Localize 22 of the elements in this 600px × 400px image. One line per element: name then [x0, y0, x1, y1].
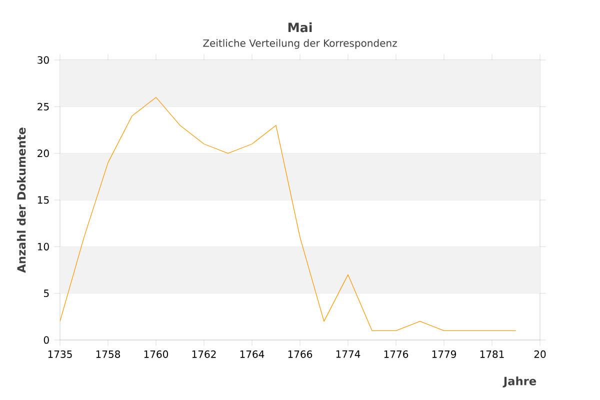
y-tick-label: 20: [38, 150, 49, 158]
y-tick-label: 0: [44, 336, 49, 344]
y-tick-label: 30: [38, 56, 49, 64]
x-tick-label: 1762: [192, 350, 216, 358]
x-tick-label: 20: [534, 350, 546, 358]
y-tick-label: 15: [38, 196, 49, 204]
y-tick-label: 10: [38, 242, 49, 250]
y-tick-label: 25: [38, 102, 49, 110]
chart-subtitle: Zeitliche Verteilung der Korrespondenz: [203, 39, 397, 49]
x-tick-label: 1735: [48, 350, 72, 358]
y-axis-title: Anzahl der Dokumente: [16, 128, 26, 273]
x-tick-label: 1779: [432, 350, 456, 358]
x-tick-label: 1764: [240, 350, 264, 358]
x-tick-label: 1758: [96, 350, 120, 358]
x-tick-label: 1781: [480, 350, 504, 358]
chart-title: Mai: [288, 22, 312, 32]
y-tick-label: 5: [44, 290, 49, 298]
x-axis-title: Jahre: [502, 376, 536, 388]
x-tick-label: 1766: [288, 350, 312, 358]
x-tick-label: 1774: [336, 350, 360, 358]
x-tick-label: 1760: [144, 350, 168, 358]
x-tick-label: 1776: [384, 350, 408, 358]
